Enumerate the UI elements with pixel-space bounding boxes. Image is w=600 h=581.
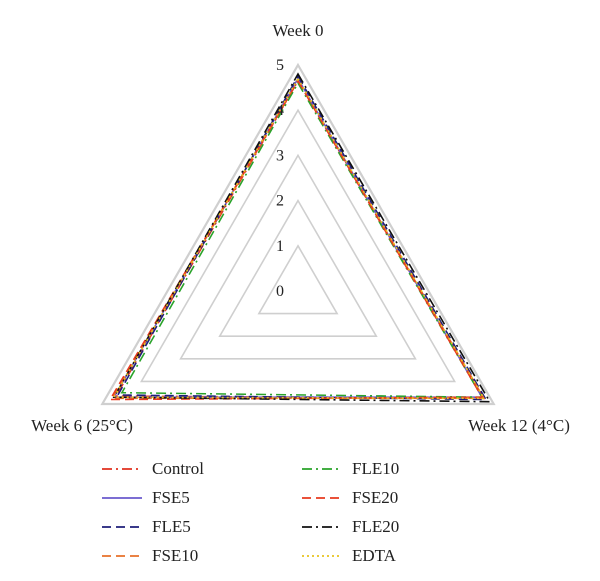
legend-label-fse5: FSE5 <box>152 488 190 507</box>
legend-label-fse20: FSE20 <box>352 488 399 507</box>
radial-ticks: 0 1 2 3 4 5 <box>276 57 284 300</box>
tick-label-1: 1 <box>276 238 284 255</box>
legend-item-fse20: FSE20 <box>300 484 398 512</box>
tick-label-5: 5 <box>276 57 284 74</box>
axis-label-week-12: Week 12 (4°C) <box>468 416 570 435</box>
legend-label-edta: EDTA <box>352 546 396 565</box>
legend-swatch-edta <box>302 555 342 557</box>
legend-item-fse10: FSE10 <box>100 542 198 570</box>
legend-swatch-fse5 <box>102 497 142 499</box>
legend-swatch-fle5 <box>102 526 142 528</box>
series-fle10 <box>120 81 484 399</box>
axis-label-week-0: Week 0 <box>272 21 323 40</box>
radar-series <box>108 72 492 403</box>
legend-item-edta: EDTA <box>300 542 396 570</box>
grid-ring-1 <box>257 244 339 315</box>
legend-label-fle20: FLE20 <box>352 517 400 536</box>
legend-item-fle20: FLE20 <box>300 513 399 541</box>
legend: Control FSE5 FLE5 FSE10 FLE10 FSE20 FLE2… <box>100 455 500 575</box>
tick-label-2: 2 <box>276 193 284 210</box>
legend-swatch-fse20 <box>302 497 342 499</box>
grid-ring-4 <box>140 108 456 383</box>
legend-swatch-fle20 <box>302 526 342 528</box>
legend-label-fse10: FSE10 <box>152 546 199 565</box>
legend-label-fle5: FLE5 <box>152 517 191 536</box>
legend-label-control: Control <box>152 459 204 478</box>
legend-item-fle5: FLE5 <box>100 513 191 541</box>
tick-label-4: 4 <box>276 102 284 119</box>
legend-item-fse5: FSE5 <box>100 484 190 512</box>
legend-item-control: Control <box>100 455 204 483</box>
grid-ring-2 <box>218 199 378 338</box>
series-fse5 <box>112 77 484 399</box>
legend-item-fle10: FLE10 <box>300 455 399 483</box>
series-fse10 <box>110 79 486 400</box>
radar-grid <box>100 62 496 406</box>
legend-swatch-fle10 <box>302 468 342 470</box>
legend-swatch-fse10 <box>102 555 142 557</box>
series-fle5 <box>116 74 488 401</box>
series-fse20 <box>108 79 484 401</box>
series-control <box>114 79 486 400</box>
axis-label-week-6: Week 6 (25°C) <box>31 416 133 435</box>
legend-swatch-control <box>102 468 142 470</box>
tick-label-3: 3 <box>276 147 284 164</box>
series-fle20 <box>112 72 492 403</box>
tick-label-0: 0 <box>276 283 284 300</box>
legend-label-fle10: FLE10 <box>352 459 400 478</box>
grid-ring-3 <box>179 153 417 360</box>
grid-ring-5 <box>100 62 496 406</box>
series-edta <box>112 77 486 400</box>
